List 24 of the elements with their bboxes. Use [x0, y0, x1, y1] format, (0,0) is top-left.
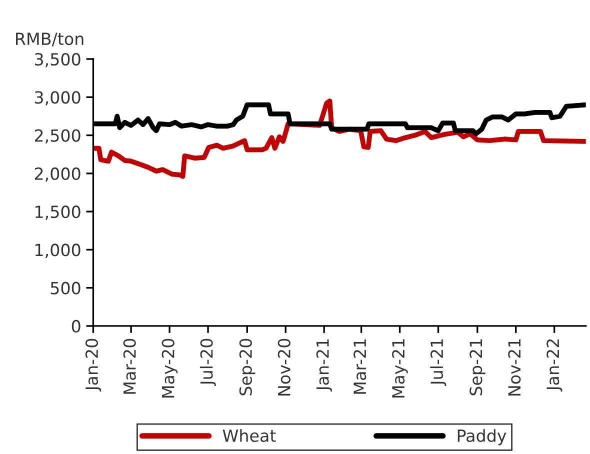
- y-axis-title: RMB/ton: [16, 32, 84, 46]
- x-tick-label: Nov-20: [278, 338, 290, 396]
- y-tick-label: 1,000: [36, 244, 80, 258]
- legend-label: Wheat: [222, 429, 276, 442]
- x-tick-label: May-21: [392, 339, 408, 398]
- x-tick-label: Jan-20: [85, 338, 102, 392]
- x-tick-label: Nov-21: [508, 339, 521, 396]
- y-tick-label: 3,000: [34, 91, 80, 106]
- x-tick-label: Sep-20: [239, 338, 256, 396]
- x-tick-label: Sep-21: [470, 339, 486, 396]
- y-tick-label: 1,500: [36, 206, 80, 220]
- y-tick-label: 3,500: [34, 52, 80, 68]
- x-tick-label: May-20: [162, 338, 178, 398]
- x-tick-label: Jul-20: [200, 338, 216, 386]
- y-tick-label: 500: [50, 282, 80, 294]
- x-tick-label: Mar-21: [354, 339, 366, 394]
- y-tick-label: 2,500: [34, 129, 80, 144]
- x-tick-label: Jan-21: [316, 339, 332, 392]
- y-tick-label: 2,000: [34, 167, 80, 182]
- x-tick-label: Jul-21: [430, 339, 446, 386]
- x-tick-label: Jan-22: [546, 339, 562, 392]
- legend-label: Paddy: [458, 429, 506, 446]
- x-tick-label: Mar-20: [123, 338, 136, 394]
- y-tick-label: 0: [72, 320, 80, 333]
